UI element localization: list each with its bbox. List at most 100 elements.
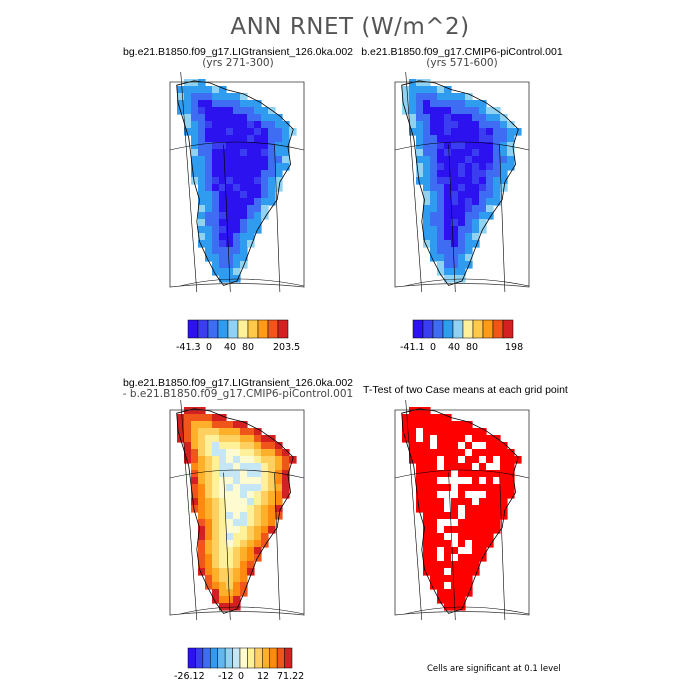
- grid-cell: [212, 463, 220, 471]
- grid-cell: [437, 135, 445, 143]
- grid-cell: [444, 198, 452, 206]
- grid-cell: [500, 142, 508, 150]
- grid-cell: [198, 477, 206, 485]
- grid-cell: [479, 428, 487, 436]
- grid-cell: [423, 470, 431, 478]
- grid-cell: [493, 526, 501, 534]
- grid-cell: [205, 449, 213, 457]
- grid-cell: [240, 540, 248, 548]
- grid-cell: [261, 205, 269, 213]
- grid-cell: [402, 421, 410, 429]
- grid-cell: [409, 100, 417, 108]
- grid-cell: [479, 540, 487, 548]
- grid-cell: [205, 170, 213, 178]
- grid-cell: [268, 163, 276, 171]
- grid-cell: [212, 254, 220, 262]
- grid-cell: [472, 100, 480, 108]
- grid-cell: [493, 477, 501, 485]
- grid-cell: [493, 156, 501, 164]
- grid-cell: [458, 107, 466, 115]
- grid-cell: [212, 128, 220, 136]
- grid-cell: [233, 596, 241, 604]
- grid-cell: [423, 198, 431, 206]
- grid-cell: [205, 540, 213, 548]
- grid-cell: [198, 170, 206, 178]
- grid-cell: [500, 442, 508, 450]
- grid-cell: [205, 575, 213, 583]
- grid-cell: [205, 519, 213, 527]
- grid-cell: [282, 463, 290, 471]
- grid-cell: [261, 212, 269, 220]
- grid-cell: [465, 212, 473, 220]
- grid-cell: [261, 163, 269, 171]
- grid-cell: [233, 219, 241, 227]
- grid-cell: [233, 561, 241, 569]
- grid-cell: [451, 226, 459, 234]
- grid-cell: [261, 114, 269, 122]
- grid-cell: [451, 519, 459, 527]
- grid-cell: [254, 519, 262, 527]
- grid-cell: [282, 470, 290, 478]
- grid-cell: [212, 114, 220, 122]
- grid-cell: [451, 135, 459, 143]
- grid-cell: [444, 449, 452, 457]
- grid-cell: [465, 107, 473, 115]
- grid-cell: [458, 456, 466, 464]
- grid-cell: [437, 421, 445, 429]
- grid-cell: [486, 540, 494, 548]
- grid-cell: [430, 177, 438, 185]
- grid-cell: [226, 191, 234, 199]
- grid-cell: [500, 505, 508, 513]
- grid-cell: [247, 554, 255, 562]
- grid-cell: [226, 505, 234, 513]
- grid-cell: [240, 114, 248, 122]
- grid-cell: [240, 491, 248, 499]
- colorbar-swatch: [254, 647, 263, 669]
- colorbar-swatch: [217, 647, 226, 669]
- grid-cell: [254, 156, 262, 164]
- grid-cell: [219, 414, 227, 422]
- panel3-title: bg.e21.B1850.f09_g17.LIGtransient_126.0k…: [122, 377, 354, 389]
- grid-cell: [437, 212, 445, 220]
- grid-cell: [416, 128, 424, 136]
- grid-cell: [451, 484, 459, 492]
- grid-cell: [472, 491, 480, 499]
- grid-cell: [458, 512, 466, 520]
- grid-cell: [191, 170, 199, 178]
- grid-cell: [212, 261, 220, 269]
- grid-cell: [212, 456, 220, 464]
- grid-cell: [247, 505, 255, 513]
- panel3-colorbar: [187, 647, 293, 669]
- grid-cell: [423, 435, 431, 443]
- grid-cell: [444, 114, 452, 122]
- grid-cell: [416, 114, 424, 122]
- grid-cell: [430, 233, 438, 241]
- grid-cell: [465, 477, 473, 485]
- grid-cell: [219, 540, 227, 548]
- grid-cell: [233, 547, 241, 555]
- grid-cell: [219, 114, 227, 122]
- grid-cell: [451, 184, 459, 192]
- grid-cell: [430, 149, 438, 157]
- grid-cell: [465, 114, 473, 122]
- grid-cell: [486, 470, 494, 478]
- grid-cell: [458, 93, 466, 101]
- grid-cell: [458, 142, 466, 150]
- grid-cell: [247, 163, 255, 171]
- grid-cell: [254, 470, 262, 478]
- grid-cell: [430, 226, 438, 234]
- grid-cell: [451, 505, 459, 513]
- grid-cell: [261, 484, 269, 492]
- grid-cell: [444, 86, 452, 94]
- grid-cell: [219, 575, 227, 583]
- grid-cell: [500, 470, 508, 478]
- colorbar-swatch: [197, 319, 209, 339]
- grid-cell: [240, 142, 248, 150]
- grid-cell: [219, 561, 227, 569]
- grid-cell: [212, 93, 220, 101]
- grid-cell: [191, 107, 199, 115]
- grid-cell: [282, 456, 290, 464]
- graticule-meridian: [405, 72, 423, 292]
- grid-cell: [444, 149, 452, 157]
- grid-cell: [430, 540, 438, 548]
